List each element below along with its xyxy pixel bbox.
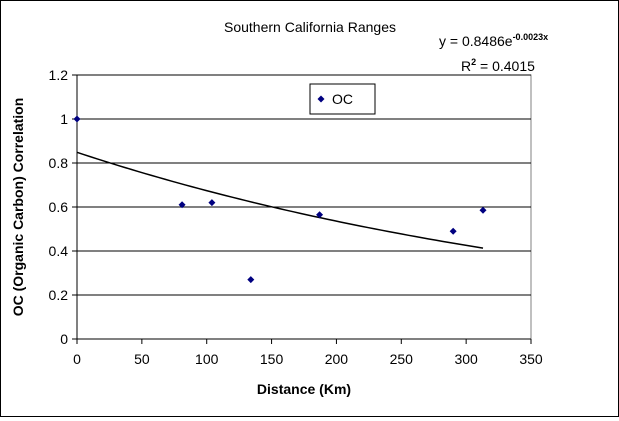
data-point xyxy=(316,211,324,219)
data-point xyxy=(479,206,487,214)
trendline xyxy=(76,151,484,249)
legend: OC xyxy=(309,83,376,115)
y-tick-label: 0.4 xyxy=(49,243,69,259)
x-axis-title: Distance (Km) xyxy=(257,381,351,397)
legend-label: OC xyxy=(332,91,353,107)
x-tick-label: 200 xyxy=(325,351,349,367)
r-squared-label: R xyxy=(461,58,471,74)
x-tick-label: 100 xyxy=(195,351,219,367)
y-tick-label: 0.6 xyxy=(49,199,69,215)
x-tick-label: 50 xyxy=(134,351,150,367)
data-points xyxy=(73,115,487,284)
chart-title: Southern California Ranges xyxy=(224,19,396,35)
x-tick-label: 350 xyxy=(519,351,543,367)
y-axis-title: OC (Organic Carbon) Correlation xyxy=(10,98,26,317)
trend-equation-exponent: -0.0023x xyxy=(513,32,549,42)
y-tick-label: 1 xyxy=(60,111,68,127)
x-tick-label: 250 xyxy=(390,351,414,367)
gridlines xyxy=(77,74,531,296)
x-tick-label: 150 xyxy=(260,351,284,367)
r-squared-sup: 2 xyxy=(471,57,476,67)
data-point xyxy=(208,199,216,207)
y-tick-label: 0.8 xyxy=(49,155,69,171)
data-point xyxy=(178,201,186,209)
y-tick-label: 1.2 xyxy=(49,67,69,83)
trend-equation: y = 0.8486e-0.0023x xyxy=(439,32,548,49)
data-point xyxy=(247,276,255,284)
data-point xyxy=(449,227,457,235)
data-point xyxy=(73,115,81,123)
legend-marker xyxy=(317,95,325,103)
trend-equation-base: y = 0.8486e xyxy=(439,33,513,49)
x-tick-label: 0 xyxy=(73,351,81,367)
tick-labels: 0 0.2 0.4 0.6 0.8 1 1.2 0 50 100 150 200 250 300 350 xyxy=(49,67,543,367)
y-tick-label: 0.2 xyxy=(49,287,69,303)
r-squared-value: = 0.4015 xyxy=(476,58,535,74)
r-squared: R2 = 0.4015 xyxy=(461,57,535,74)
x-tick-label: 300 xyxy=(454,351,478,367)
y-tick-label: 0 xyxy=(60,331,68,347)
